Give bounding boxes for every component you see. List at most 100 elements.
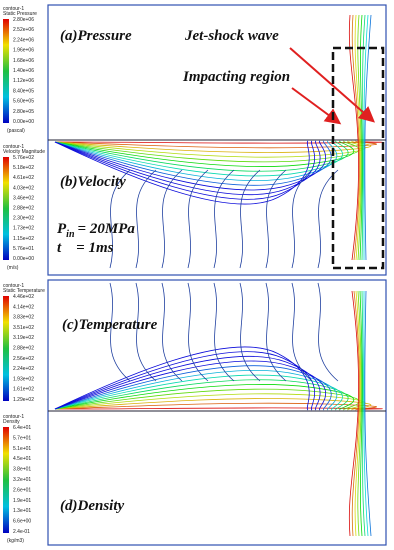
colorbar-tick-label: 2.4e-01 — [13, 529, 30, 535]
colorbar-unit: (kg/m3) — [7, 538, 24, 544]
colorbar-tick-label: 1.15e+02 — [13, 236, 34, 242]
colorbar-tick-label: 1.40e+06 — [13, 68, 34, 74]
colorbar-tick-label: 5.7e+01 — [13, 435, 31, 441]
contour-line — [161, 282, 183, 382]
contour-line — [54, 140, 321, 196]
contour-line — [54, 365, 332, 411]
contour-line — [348, 14, 359, 261]
contour-line — [265, 282, 287, 382]
colorbar-tick-label: 3.8e+01 — [13, 467, 31, 473]
annotation: Jet-shock wave — [184, 28, 279, 44]
contour-line — [364, 290, 372, 537]
contour-line — [54, 384, 355, 411]
panel-label: (c)Temperature — [62, 317, 158, 333]
contour-line — [135, 282, 157, 382]
colorbar-tick-label: 1.61e+02 — [13, 387, 34, 393]
contour-line — [351, 14, 360, 261]
contour-line — [54, 140, 310, 205]
contour-line — [187, 282, 209, 382]
colorbar-tick-label: 2.88e+02 — [13, 206, 34, 212]
panel-label: (d)Density — [60, 498, 124, 514]
colorbar-tick-label: 0.00e+00 — [13, 119, 34, 125]
colorbar-tick-label: 4.61e+02 — [13, 175, 34, 181]
colorbar-title: contour-1 — [3, 283, 24, 289]
colorbar-tick-label: 1.9e+01 — [13, 498, 31, 504]
colorbar-tick-label: 4.5e+01 — [13, 456, 31, 462]
contour-line — [361, 14, 366, 261]
colorbar-tick-label: 6.6e+00 — [13, 519, 31, 525]
colorbar-tick-label: 5.60e+05 — [13, 99, 34, 105]
contour-line — [161, 169, 183, 269]
contour-line — [54, 355, 321, 411]
panel-bottom-frame — [47, 279, 387, 546]
colorbar-tick-label: 5.18e+02 — [13, 165, 34, 171]
contour-line — [54, 140, 332, 186]
contour-line — [359, 290, 363, 537]
contour-line — [54, 369, 338, 411]
annotation: t = 1ms — [57, 240, 114, 256]
contour-line — [54, 140, 366, 158]
symbol: P — [57, 221, 67, 237]
contour-line — [54, 140, 360, 163]
colorbar-tick-label: 4.14e+02 — [13, 304, 34, 310]
colorbar-tick-label: 2.80e+06 — [13, 17, 34, 23]
contour-line — [239, 169, 261, 269]
colorbar-tick-label: 3.83e+02 — [13, 315, 34, 321]
value: = 20MPa — [78, 221, 136, 237]
contour-line — [54, 346, 310, 411]
colorbar-tick-label: 2.80e+05 — [13, 109, 34, 115]
colorbar-tick-label: 1.73e+02 — [13, 226, 34, 232]
colorbar-tick-label: 4.03e+02 — [13, 185, 34, 191]
colorbar-tick-label: 2.56e+02 — [13, 356, 34, 362]
contour-line — [54, 388, 360, 411]
colorbar-tick-label: 1.93e+02 — [13, 376, 34, 382]
colorbar-unit: (m/s) — [7, 265, 19, 271]
contour-line — [54, 140, 327, 191]
colorbar-tick-label: 0.00e+00 — [13, 256, 34, 262]
contour-line — [54, 393, 366, 411]
colorbar-title: contour-1 — [3, 144, 24, 150]
colorbar-tick-label: 2.52e+06 — [13, 27, 34, 33]
contour-line — [317, 169, 339, 269]
colorbar-tick-label: 1.68e+06 — [13, 58, 34, 64]
colorbar-tick-label: 8.40e+05 — [13, 88, 34, 94]
contour-line — [291, 282, 313, 382]
colorbar-tick-label: 1.12e+06 — [13, 78, 34, 84]
arrow — [289, 47, 376, 123]
contour-line — [54, 140, 343, 177]
arrow — [291, 87, 342, 125]
contour-line — [363, 14, 369, 261]
contour-line — [54, 140, 315, 200]
contour-line — [135, 169, 157, 269]
contour-line — [54, 351, 315, 411]
contour-line — [363, 290, 369, 537]
contour-line — [54, 140, 355, 167]
contour-line — [109, 282, 131, 382]
contour-line — [54, 374, 343, 411]
contour-line — [351, 290, 360, 537]
contour-line — [239, 282, 261, 382]
colorbar-tick-label: 3.46e+02 — [13, 195, 34, 201]
colorbar-tick-label: 5.76e+02 — [13, 155, 34, 161]
annotation: Pin = 20MPa — [57, 221, 135, 240]
contour-line — [348, 290, 359, 537]
contour-line — [213, 282, 235, 382]
colorbar-tick-label: 3.2e+01 — [13, 477, 31, 483]
annotation: Impacting region — [182, 69, 290, 85]
colorbar-title: contour-1 — [3, 414, 24, 420]
colorbar-tick-label: 1.29e+02 — [13, 397, 34, 403]
highlight-box — [331, 46, 385, 270]
colorbar-tick-label: 2.24e+02 — [13, 366, 34, 372]
colorbar-tick-label: 2.24e+06 — [13, 37, 34, 43]
colorbar-title: Velocity Magnitude — [3, 149, 45, 155]
colorbar-tick-label: 1.3e+01 — [13, 508, 31, 514]
colorbar-tick-label: 5.76e+01 — [13, 246, 34, 252]
colorbar — [3, 296, 9, 401]
subscript: in — [66, 229, 75, 240]
contour-line — [361, 290, 366, 537]
colorbar-title: Static Temperature — [3, 288, 45, 294]
contour-line — [354, 290, 361, 537]
contour-line — [109, 169, 131, 269]
contour-line — [213, 169, 235, 269]
